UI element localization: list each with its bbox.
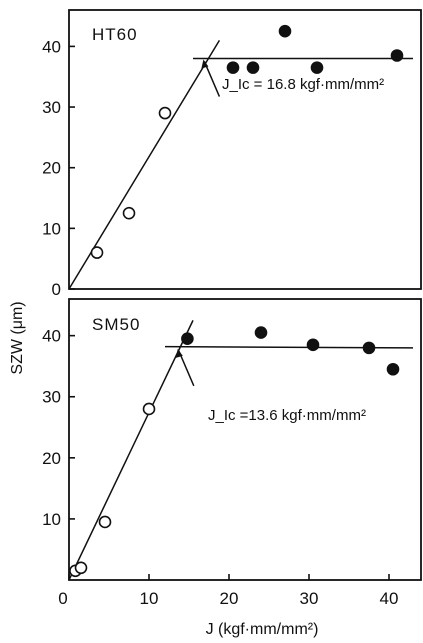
ht60-filled-point bbox=[278, 24, 292, 38]
sm50-ticks: 10 20 30 40 0 10 20 30 40 bbox=[42, 327, 398, 608]
ht60-jic-arrow-head bbox=[201, 59, 209, 69]
sm50-filled-point bbox=[362, 341, 376, 355]
ht60-ytick-label: 0 bbox=[52, 280, 61, 299]
sm50-ytick-label: 20 bbox=[42, 449, 61, 468]
sm50-filled-point bbox=[181, 332, 194, 346]
ht60-ytick-label: 20 bbox=[42, 159, 61, 178]
ht60-filled-point bbox=[226, 61, 240, 74]
sm50-plateau bbox=[164, 345, 414, 349]
sm50-open-point bbox=[74, 561, 88, 575]
sm50-filled-point bbox=[306, 338, 320, 352]
sm50-xtick-label: 30 bbox=[300, 589, 319, 608]
ht60-open-point bbox=[90, 246, 104, 259]
sm50-xtick-label: 0 bbox=[58, 589, 67, 608]
ht60-open-point bbox=[158, 106, 172, 120]
sm50-filled-point bbox=[254, 326, 268, 339]
ht60-filled-point bbox=[310, 61, 324, 74]
ht60-data-points bbox=[90, 24, 404, 259]
sm50-open-point bbox=[142, 402, 156, 416]
ht60-ytick-label: 30 bbox=[42, 98, 61, 117]
ht60-filled-point bbox=[246, 61, 260, 74]
ht60-ytick-label: 40 bbox=[42, 37, 61, 56]
ht60-frame bbox=[68, 9, 422, 290]
sm50-panel-title: SM50 bbox=[92, 315, 140, 334]
sm50-frame bbox=[68, 298, 422, 581]
sm50-jic-annotation: J_Ic =13.6 kgf·mm/mm² bbox=[208, 407, 366, 424]
sm50-filled-point bbox=[386, 362, 400, 376]
ht60-filled-point bbox=[390, 49, 404, 62]
sm50-jic-arrow-head bbox=[175, 348, 183, 358]
sm50-xtick-label: 10 bbox=[140, 589, 159, 608]
ht60-jic-annotation: J_Ic = 16.8 kgf·mm/mm² bbox=[222, 76, 384, 93]
sm50-ytick-label: 10 bbox=[42, 510, 61, 529]
ht60-open-point bbox=[122, 206, 136, 220]
ht60-jic-arrow-line bbox=[203, 61, 221, 97]
ht60-panel: HT60 J_Ic = 16.8 kgf·mm/mm² 0 10 20 30 40 bbox=[42, 9, 422, 299]
sm50-jic-arrow-line bbox=[178, 350, 195, 387]
sm50-data-points bbox=[69, 326, 400, 578]
x-axis-label: J (kgf·mm/mm²) bbox=[206, 621, 319, 638]
ht60-panel-title: HT60 bbox=[92, 25, 138, 44]
ht60-ticks: 0 10 20 30 40 bbox=[42, 37, 75, 299]
ht60-ytick-label: 10 bbox=[42, 219, 61, 238]
sm50-xtick-label: 40 bbox=[380, 589, 399, 608]
sm50-blunting-line bbox=[68, 320, 194, 581]
sm50-ytick-label: 40 bbox=[42, 327, 61, 346]
sm50-fit-lines bbox=[68, 320, 414, 581]
y-axis-label: SZW (μm) bbox=[9, 301, 26, 374]
sm50-ytick-label: 30 bbox=[42, 388, 61, 407]
sm50-panel: SM50 J_Ic =13.6 kgf·mm/mm² 10 20 30 40 0 10 20… bbox=[42, 298, 422, 608]
sm50-open-point bbox=[98, 515, 112, 529]
sm50-xtick-label: 20 bbox=[220, 589, 239, 608]
